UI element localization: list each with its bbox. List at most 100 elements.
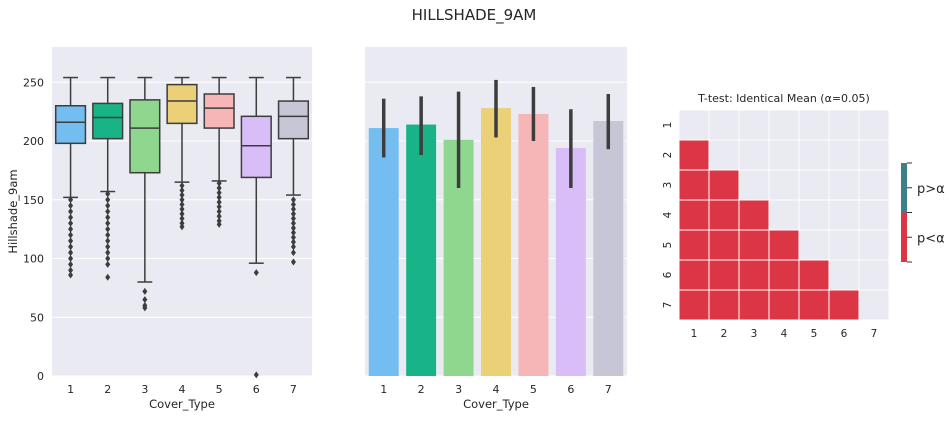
outlier-marker bbox=[290, 224, 296, 232]
heatmap-cell bbox=[709, 260, 739, 290]
x-tick-label: 1 bbox=[67, 383, 74, 396]
x-tick-label: 2 bbox=[104, 383, 111, 396]
outlier-marker bbox=[216, 189, 222, 197]
outlier-marker bbox=[216, 203, 222, 211]
colorbar-segment-p-greater bbox=[901, 163, 907, 213]
x-tick-label: 6 bbox=[567, 383, 574, 396]
x-axis-label: Cover_Type bbox=[149, 397, 215, 411]
outlier-marker bbox=[290, 196, 296, 204]
outlier-marker bbox=[105, 219, 111, 227]
outlier-marker bbox=[68, 225, 74, 233]
heatmap-col-label: 1 bbox=[691, 328, 698, 340]
outlier-marker bbox=[179, 223, 185, 231]
outlier-marker bbox=[179, 196, 185, 204]
heatmap-col-label: 2 bbox=[721, 328, 728, 340]
outlier-marker bbox=[179, 186, 185, 194]
bar bbox=[518, 113, 549, 376]
outlier-marker bbox=[105, 249, 111, 257]
outlier-marker bbox=[290, 229, 296, 237]
bar bbox=[481, 108, 511, 376]
outlier-marker bbox=[216, 208, 222, 215]
heatmap-row-label: 3 bbox=[662, 182, 674, 189]
heatmap-col-label: 7 bbox=[871, 328, 878, 340]
heatmap-col-label: 5 bbox=[811, 328, 818, 340]
heatmap-cell bbox=[739, 290, 769, 320]
outlier-marker bbox=[179, 182, 185, 190]
outlier-marker bbox=[68, 202, 74, 210]
heatmap-row-label: 6 bbox=[662, 271, 674, 278]
ttest-heatmap-panel: T-test: Identical Mean (α=0.05) 1 2 3 4 5 6 7 1 2… bbox=[662, 92, 945, 340]
x-tick-label: 7 bbox=[290, 383, 297, 396]
box bbox=[92, 102, 124, 140]
outlier-marker bbox=[105, 237, 111, 245]
y-tick-label: 100 bbox=[23, 253, 44, 266]
outlier-marker bbox=[68, 237, 74, 245]
heatmap-cell bbox=[679, 290, 709, 320]
outlier-marker bbox=[105, 190, 111, 198]
outlier-marker bbox=[142, 287, 148, 295]
x-tick-label: 4 bbox=[493, 383, 500, 396]
boxplot-panel: 0 50 100 150 200 250 1 2 3 4 5 6 7 Cover_Type Hillshad… bbox=[6, 47, 312, 411]
bar bbox=[593, 121, 624, 377]
outlier-marker bbox=[216, 184, 222, 192]
heatmap-row-label: 4 bbox=[662, 211, 674, 218]
heatmap-row-label: 1 bbox=[662, 122, 674, 129]
heatmap-cell bbox=[739, 230, 769, 260]
outlier-marker bbox=[290, 249, 296, 257]
x-tick-label: 1 bbox=[380, 383, 387, 396]
x-tick-label: 2 bbox=[418, 383, 425, 396]
heatmap-cell bbox=[679, 230, 709, 260]
outlier-marker bbox=[68, 208, 74, 215]
outlier-marker bbox=[105, 255, 111, 262]
outlier-marker bbox=[290, 238, 296, 246]
outlier-marker bbox=[68, 266, 74, 274]
outlier-marker bbox=[216, 220, 222, 228]
heatmap-cell bbox=[709, 230, 739, 260]
colorbar-label: p<α bbox=[917, 231, 945, 246]
heatmap-cell bbox=[679, 170, 709, 200]
bar bbox=[406, 124, 437, 376]
outlier-marker bbox=[142, 296, 148, 304]
outlier-marker bbox=[216, 179, 222, 187]
heatmap-cell bbox=[799, 260, 829, 290]
outlier-marker bbox=[179, 219, 185, 227]
outlier-marker bbox=[216, 217, 222, 225]
box bbox=[54, 105, 87, 145]
x-tick-label: 3 bbox=[141, 383, 148, 396]
box bbox=[203, 93, 235, 129]
heatmap-col-label: 6 bbox=[841, 328, 848, 340]
outlier-marker bbox=[290, 200, 296, 208]
outlier-marker bbox=[179, 210, 185, 218]
figure-title: HILLSHADE_9AM bbox=[412, 6, 537, 25]
heatmap-row-label: 5 bbox=[662, 242, 674, 249]
box bbox=[166, 83, 198, 125]
heatmap-row-label: 7 bbox=[662, 302, 674, 309]
x-tick-label: 6 bbox=[253, 383, 260, 396]
outlier-marker bbox=[68, 196, 74, 204]
barplot-panel: 1 2 3 4 5 6 7 Cover_Type bbox=[365, 47, 627, 411]
heatmap-cell bbox=[769, 260, 799, 290]
heatmap-cell bbox=[679, 200, 709, 230]
colorbar-segment-p-less bbox=[901, 212, 907, 262]
outlier-marker bbox=[253, 269, 259, 277]
heatmap-cell bbox=[739, 260, 769, 290]
outlier-marker bbox=[179, 215, 185, 223]
outlier-marker bbox=[68, 249, 74, 257]
heatmap-col-label: 4 bbox=[781, 328, 788, 340]
bar bbox=[368, 128, 399, 376]
outlier-marker bbox=[68, 255, 74, 262]
x-tick-label: 5 bbox=[216, 383, 223, 396]
outlier-marker bbox=[290, 205, 296, 213]
outlier-marker bbox=[142, 304, 148, 312]
outlier-marker bbox=[68, 271, 74, 279]
y-tick-label: 250 bbox=[23, 76, 44, 89]
y-tick-label: 200 bbox=[23, 135, 44, 148]
outlier-marker bbox=[68, 213, 74, 221]
heatmap-cell bbox=[709, 200, 739, 230]
heatmap-row-label: 2 bbox=[662, 152, 674, 159]
outlier-marker bbox=[105, 231, 111, 239]
outlier-marker bbox=[216, 212, 222, 220]
x-axis-label: Cover_Type bbox=[463, 397, 529, 411]
heatmap-cell bbox=[679, 260, 709, 290]
